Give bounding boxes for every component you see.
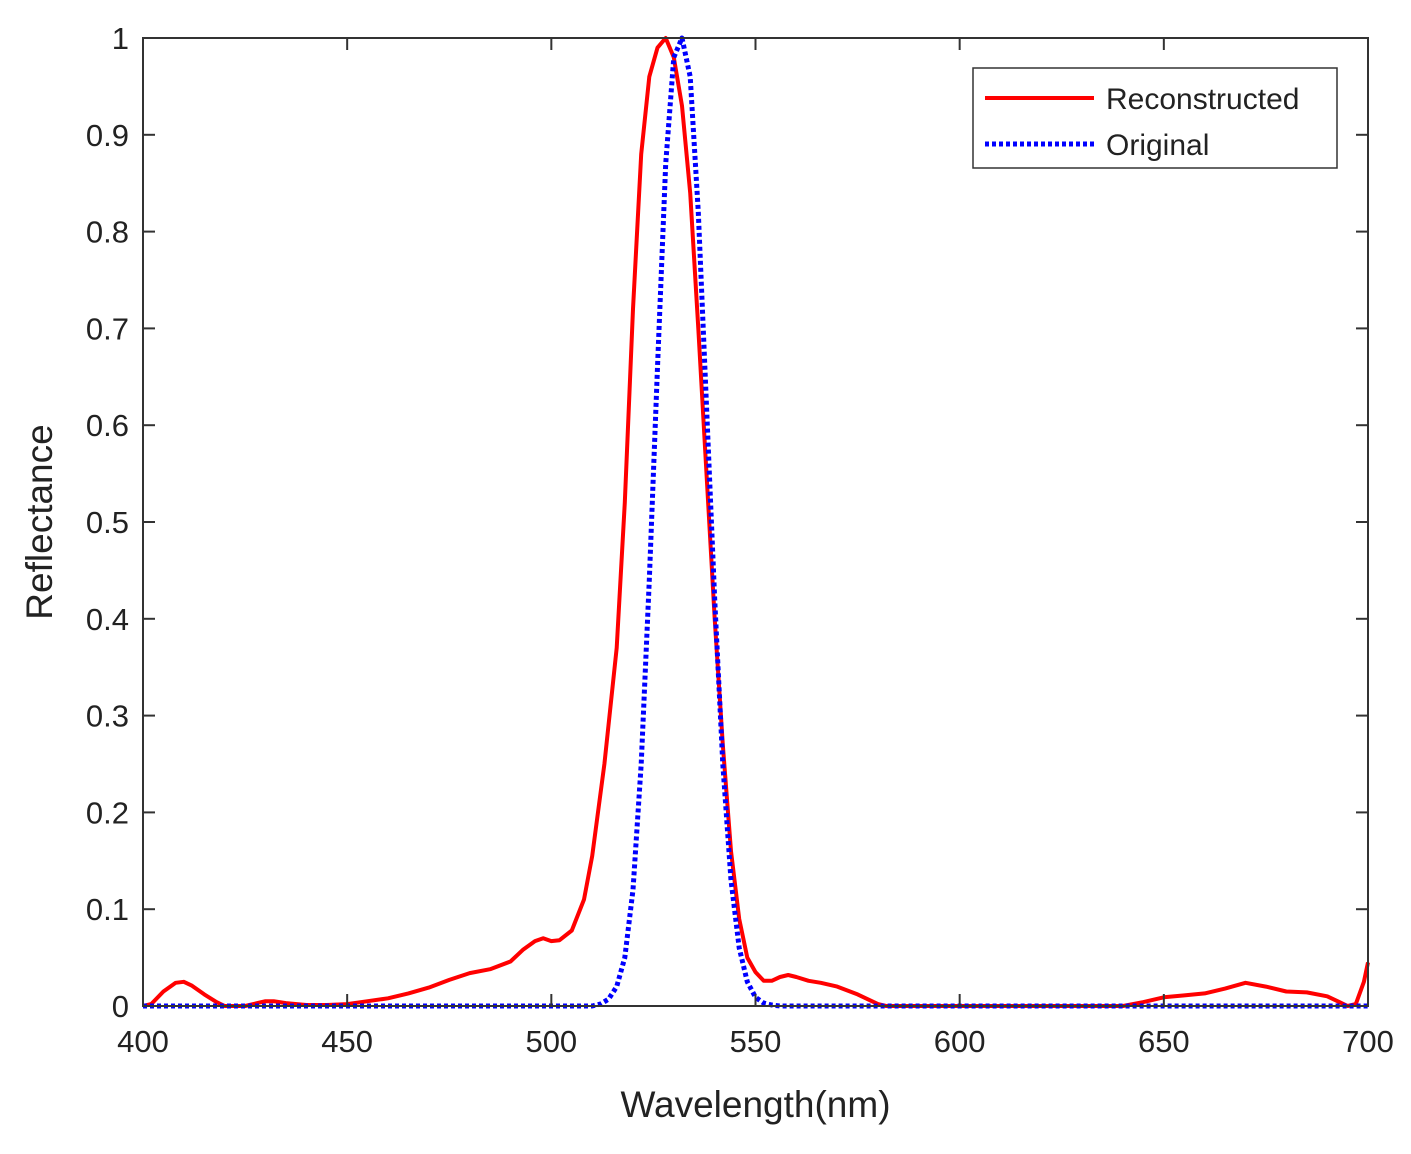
plot-area bbox=[142, 35, 1370, 1009]
y-tick-label: 0.8 bbox=[86, 215, 129, 250]
series-line-original bbox=[143, 35, 1368, 1009]
x-tick-label: 400 bbox=[117, 1024, 169, 1059]
y-tick-label: 1 bbox=[112, 21, 129, 56]
legend-box bbox=[972, 67, 1338, 169]
x-axis-label: Wavelength(nm) bbox=[620, 1084, 890, 1125]
x-tick-label: 500 bbox=[525, 1024, 577, 1059]
series-line-reconstructed bbox=[142, 36, 1370, 1008]
y-tick-label: 0.2 bbox=[86, 795, 129, 830]
y-tick-label: 0.5 bbox=[86, 505, 129, 540]
y-tick-label: 0.4 bbox=[86, 602, 129, 637]
x-tick-label: 450 bbox=[321, 1024, 373, 1059]
y-tick-label: 0 bbox=[112, 989, 129, 1024]
y-tick-label: 0.3 bbox=[86, 699, 129, 734]
y-axis-label: Reflectance bbox=[19, 424, 60, 619]
x-tick-label: 600 bbox=[934, 1024, 986, 1059]
axes: 400 450 500 550 600 650 700 0 0.1 0.2 0.3 0.4 0.5 0.6… bbox=[86, 21, 1394, 1059]
y-tick-label: 0.7 bbox=[86, 311, 129, 346]
x-tick-label: 550 bbox=[730, 1024, 782, 1059]
legend: Reconstructed Original bbox=[972, 67, 1338, 169]
legend-label-original: Original bbox=[1106, 129, 1209, 162]
y-tick-label: 0.9 bbox=[86, 118, 129, 153]
y-tick-label: 0.6 bbox=[86, 408, 129, 443]
x-tick-label: 700 bbox=[1342, 1024, 1394, 1059]
y-tick-label: 0.1 bbox=[86, 892, 129, 927]
x-tick-label: 650 bbox=[1138, 1024, 1190, 1059]
legend-label-reconstructed: Reconstructed bbox=[1106, 83, 1299, 116]
